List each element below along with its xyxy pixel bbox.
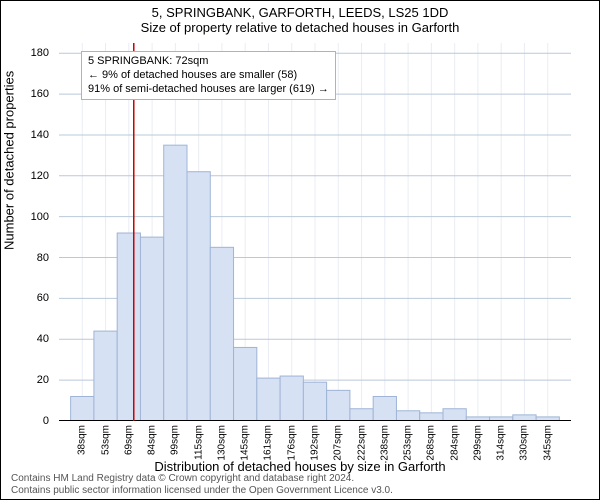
annotation-line-2: ← 9% of detached houses are smaller (58)	[88, 69, 329, 83]
x-tick-label: 145sqm	[240, 425, 251, 461]
x-tick-label: 238sqm	[379, 425, 390, 461]
x-axis-label: Distribution of detached houses by size …	[1, 459, 599, 474]
x-tick-label: 84sqm	[147, 425, 158, 455]
x-tick-label: 69sqm	[123, 425, 134, 455]
y-tick-label: 180	[31, 47, 49, 59]
x-tick-label: 192sqm	[310, 425, 321, 461]
x-tick-label: 330sqm	[519, 425, 530, 461]
title-line-1: 5, SPRINGBANK, GARFORTH, LEEDS, LS25 1DD	[1, 1, 599, 20]
y-tick-label: 160	[31, 88, 49, 100]
x-tick-label: 53sqm	[100, 425, 111, 455]
footer-attribution: Contains HM Land Registry data © Crown c…	[11, 473, 393, 497]
x-tick-label: 299sqm	[472, 425, 483, 461]
annotation-box: 5 SPRINGBANK: 72sqm ← 9% of detached hou…	[81, 51, 336, 100]
footer-line-2: Contains public sector information licen…	[11, 485, 393, 497]
footer-line-1: Contains HM Land Registry data © Crown c…	[11, 473, 393, 485]
x-tick-label: 253sqm	[403, 425, 414, 461]
annotation-line-1: 5 SPRINGBANK: 72sqm	[88, 55, 329, 69]
x-tick-label: 176sqm	[286, 425, 297, 461]
y-tick-label: 100	[31, 211, 49, 223]
x-axis-ticks: 38sqm 53sqm 69sqm 84sqm 99sqm 115sqm 130sqm 145…	[59, 423, 571, 459]
x-tick-label: 345sqm	[542, 425, 553, 461]
x-tick-label: 38sqm	[77, 425, 88, 455]
annotation-line-3: 91% of semi-detached houses are larger (…	[88, 83, 329, 97]
x-tick-label: 268sqm	[426, 425, 437, 461]
x-tick-label: 161sqm	[263, 425, 274, 461]
y-tick-label: 140	[31, 129, 49, 141]
y-tick-label: 80	[37, 252, 49, 264]
y-tick-label: 20	[37, 374, 49, 386]
y-tick-label: 0	[43, 415, 49, 427]
x-tick-label: 207sqm	[333, 425, 344, 461]
y-tick-label: 60	[37, 292, 49, 304]
chart-container: 5, SPRINGBANK, GARFORTH, LEEDS, LS25 1DD…	[0, 0, 600, 500]
title-line-2: Size of property relative to detached ho…	[1, 20, 599, 37]
x-tick-label: 115sqm	[193, 425, 204, 460]
x-tick-label: 130sqm	[216, 425, 227, 461]
y-axis-ticks: 020406080100120140160180	[1, 43, 55, 421]
x-tick-label: 314sqm	[496, 425, 507, 461]
x-tick-label: 222sqm	[356, 425, 367, 461]
y-tick-label: 40	[37, 333, 49, 345]
x-tick-label: 99sqm	[170, 425, 181, 455]
y-tick-label: 120	[31, 170, 49, 182]
x-tick-label: 284sqm	[449, 425, 460, 461]
